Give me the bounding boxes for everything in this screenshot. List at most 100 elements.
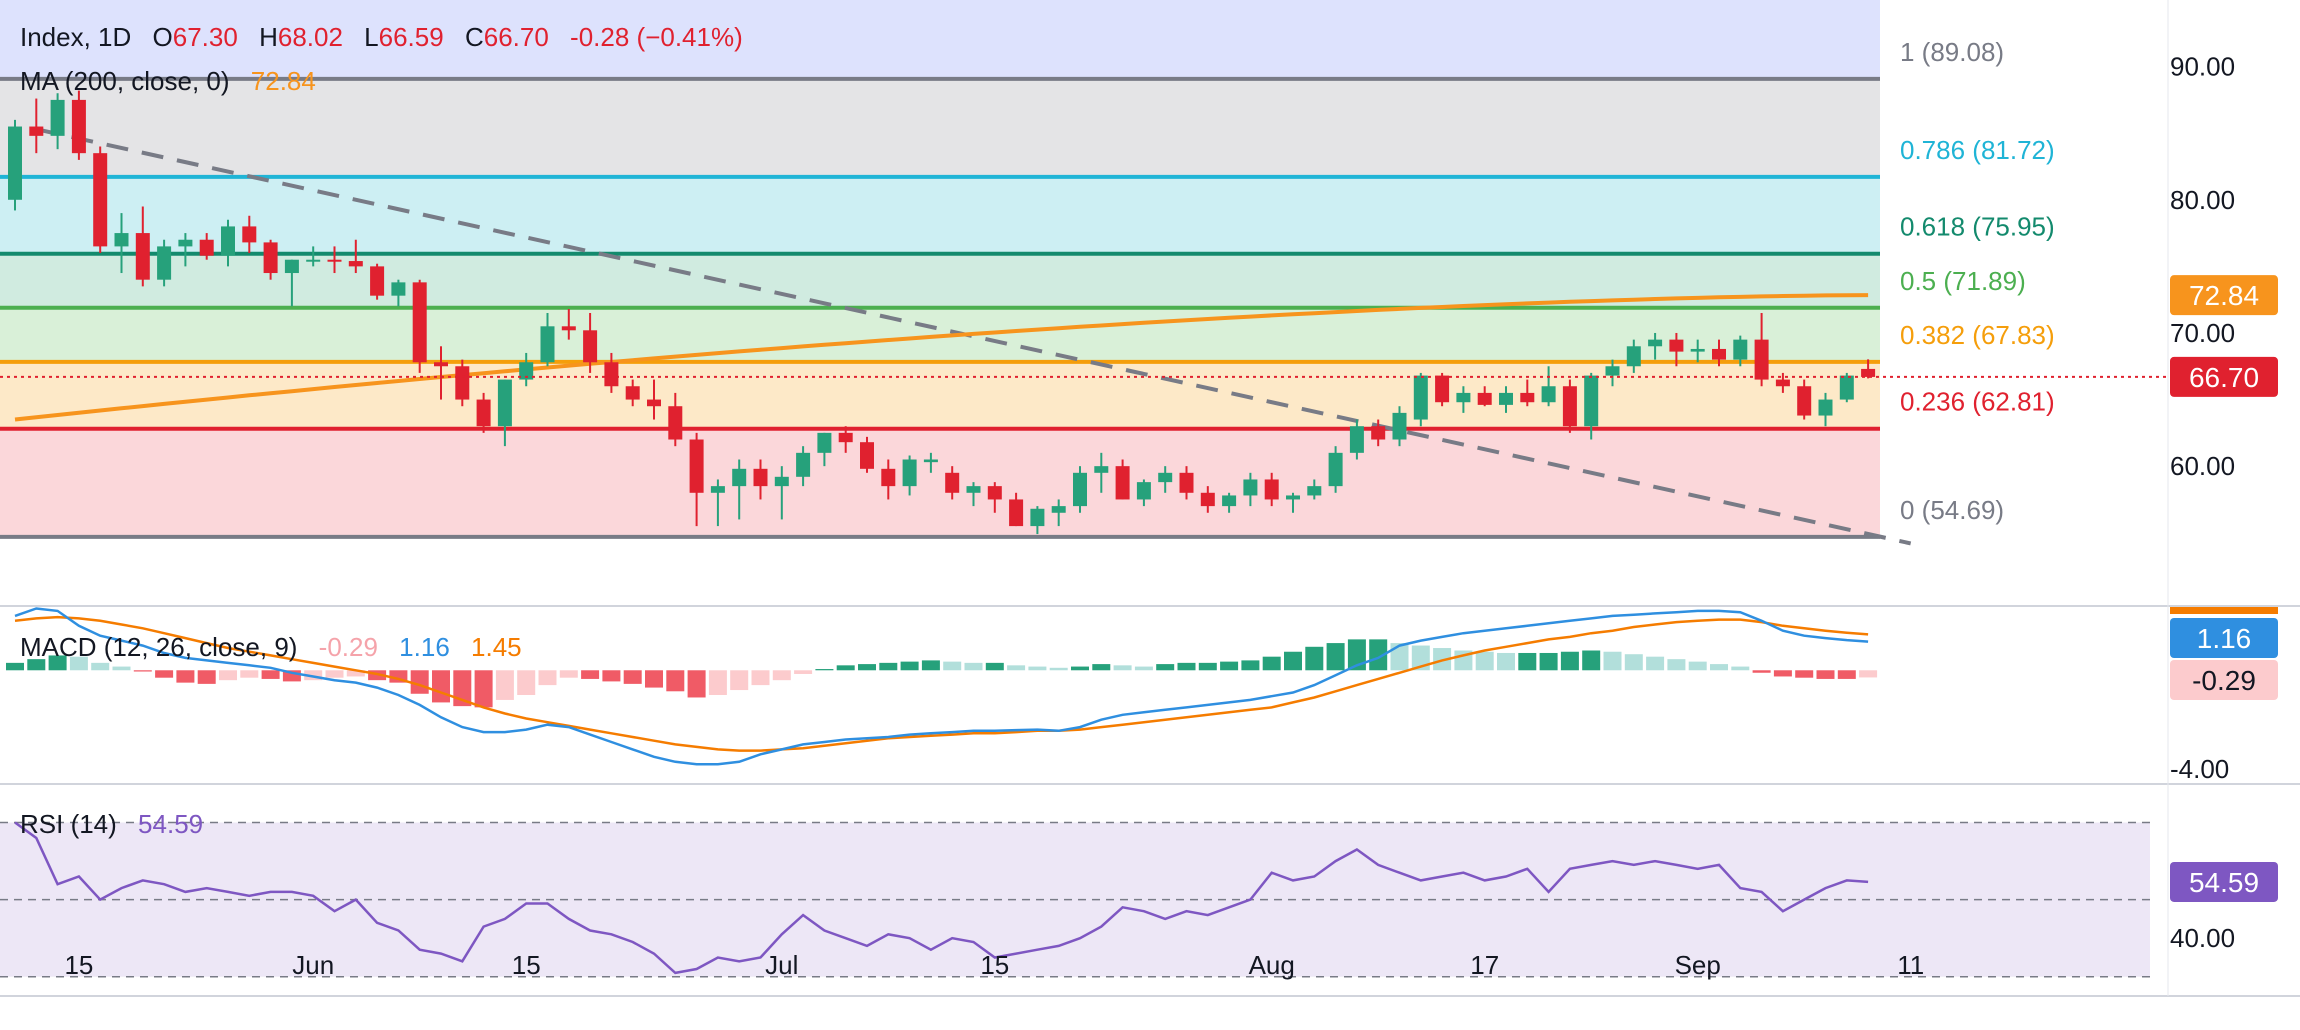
candle[interactable]	[8, 119, 22, 211]
price-axis[interactable]: 90.00 80.00 70.00 60.00 -4.00 40.00	[2170, 52, 2235, 954]
descending-trendline[interactable]	[35, 127, 1912, 546]
candle[interactable]	[1200, 486, 1215, 513]
candle[interactable]	[561, 308, 576, 340]
candle[interactable]	[348, 239, 363, 274]
candle[interactable]	[625, 379, 640, 407]
candle[interactable]	[1648, 332, 1663, 360]
candle[interactable]	[1435, 372, 1450, 407]
candle[interactable]	[1818, 392, 1833, 427]
candle[interactable]	[774, 466, 789, 520]
candle[interactable]	[604, 352, 619, 393]
candle[interactable]	[327, 246, 342, 274]
macd-signal-line[interactable]	[14, 615, 1869, 752]
candle[interactable]	[242, 215, 257, 254]
candle[interactable]	[902, 455, 917, 496]
candle[interactable]	[668, 392, 683, 447]
candle[interactable]	[221, 219, 235, 267]
candle[interactable]	[1456, 386, 1471, 413]
candle[interactable]	[1349, 419, 1364, 460]
candle[interactable]	[476, 392, 491, 433]
candle[interactable]	[1584, 372, 1599, 440]
candle[interactable]	[1094, 452, 1109, 493]
candle[interactable]	[945, 466, 960, 500]
candle[interactable]	[1222, 492, 1237, 513]
candles[interactable]	[8, 90, 1876, 535]
candle[interactable]	[1030, 506, 1045, 535]
candle[interactable]	[1562, 379, 1577, 433]
macd-line[interactable]	[14, 607, 1869, 766]
candle[interactable]	[114, 213, 129, 274]
candle[interactable]	[1499, 386, 1513, 413]
candle[interactable]	[284, 259, 299, 307]
candle[interactable]	[540, 312, 555, 367]
candle[interactable]	[370, 263, 385, 300]
candle[interactable]	[987, 482, 1002, 513]
candle[interactable]	[412, 279, 427, 373]
candle[interactable]	[1626, 339, 1641, 373]
candle[interactable]	[391, 279, 406, 307]
candle[interactable]	[93, 146, 108, 254]
candle[interactable]	[732, 459, 747, 520]
candle[interactable]	[1477, 386, 1492, 407]
candle[interactable]	[1541, 366, 1556, 407]
candle[interactable]	[199, 233, 214, 260]
rsi-line[interactable]	[14, 821, 1869, 975]
candle[interactable]	[50, 93, 65, 150]
candle[interactable]	[178, 233, 193, 267]
candle[interactable]	[1797, 379, 1812, 420]
candle[interactable]	[1136, 479, 1151, 507]
candle[interactable]	[647, 379, 661, 420]
candle[interactable]	[1392, 406, 1407, 447]
candle[interactable]	[1520, 379, 1535, 407]
candle[interactable]	[689, 432, 704, 527]
candle[interactable]	[860, 436, 874, 473]
candle[interactable]	[1009, 492, 1024, 527]
time-axis[interactable]: 15 Jun 15 Jul 15 Aug 17 Sep 11	[64, 950, 1924, 980]
candle[interactable]	[1839, 372, 1854, 403]
candle[interactable]	[1115, 459, 1130, 500]
candle[interactable]	[1286, 492, 1300, 513]
candle[interactable]	[1073, 466, 1087, 513]
candle[interactable]	[881, 459, 896, 500]
candle[interactable]	[497, 379, 512, 447]
candle[interactable]	[29, 98, 44, 154]
ma-legend[interactable]: MA (200, close, 0) 72.84	[20, 66, 316, 96]
candle[interactable]	[1371, 419, 1386, 447]
candle[interactable]	[583, 312, 598, 373]
candle[interactable]	[1158, 466, 1173, 493]
rsi-legend[interactable]: RSI (14) 54.59	[20, 809, 203, 839]
candle[interactable]	[1307, 479, 1322, 500]
candle[interactable]	[1264, 472, 1279, 507]
candle[interactable]	[753, 459, 768, 500]
trendline[interactable]	[35, 127, 1912, 546]
candle[interactable]	[1775, 372, 1790, 393]
candle[interactable]	[1413, 372, 1428, 427]
candle[interactable]	[710, 479, 725, 527]
candle[interactable]	[157, 239, 172, 287]
candle[interactable]	[1328, 446, 1343, 493]
candle[interactable]	[966, 482, 981, 507]
candle[interactable]	[519, 352, 534, 387]
candle[interactable]	[263, 239, 278, 280]
candle[interactable]	[1733, 335, 1748, 367]
ma-200-line[interactable]	[14, 293, 1869, 422]
candle[interactable]	[1179, 466, 1194, 500]
candle[interactable]	[1754, 312, 1769, 387]
candle[interactable]	[1051, 499, 1066, 527]
candle[interactable]	[796, 446, 811, 487]
candle[interactable]	[1861, 359, 1876, 379]
candle[interactable]	[1669, 332, 1684, 367]
candle[interactable]	[71, 90, 86, 160]
candle[interactable]	[923, 452, 938, 473]
candle[interactable]	[434, 346, 448, 400]
candle[interactable]	[1243, 472, 1258, 507]
candle[interactable]	[1605, 359, 1620, 387]
candle[interactable]	[838, 426, 853, 453]
candle[interactable]	[306, 246, 321, 267]
macd-legend[interactable]: MACD (12, 26, close, 9) -0.29 1.16 1.45	[20, 632, 522, 662]
candle[interactable]	[817, 432, 832, 467]
candle[interactable]	[455, 359, 470, 407]
candle[interactable]	[135, 206, 150, 287]
candle[interactable]	[1690, 339, 1705, 363]
